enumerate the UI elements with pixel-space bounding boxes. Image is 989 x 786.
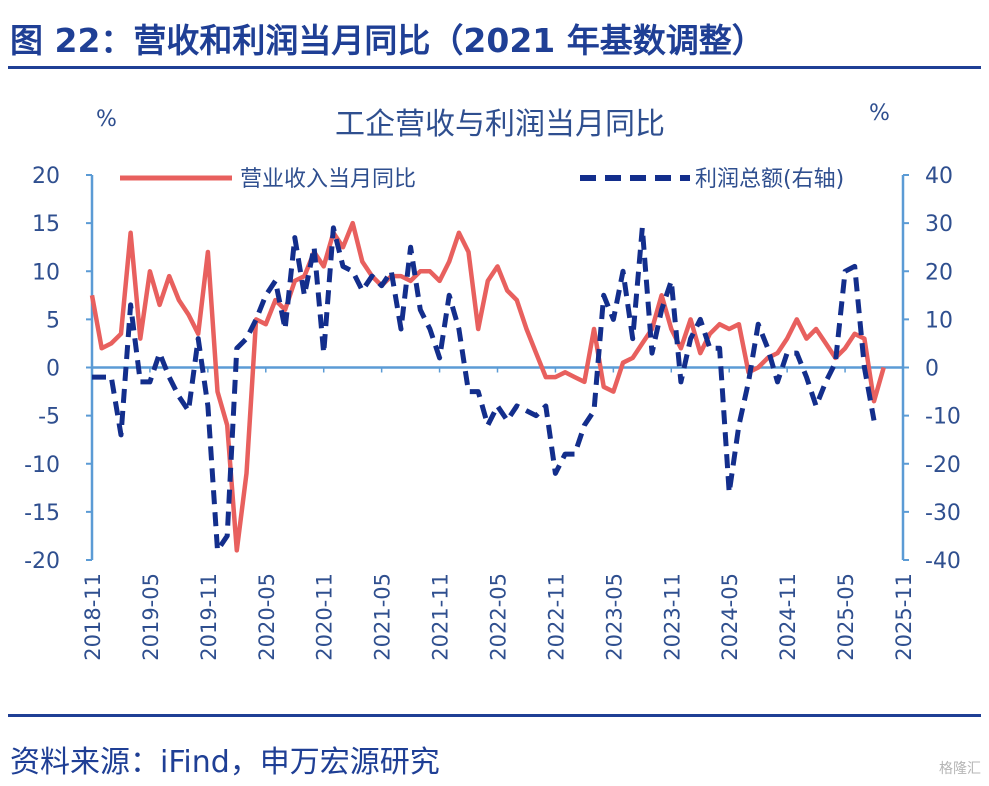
left-tick-label: 20 bbox=[32, 164, 60, 189]
left-tick-label: 10 bbox=[32, 260, 60, 285]
left-tick-label: 15 bbox=[32, 212, 60, 237]
x-tick-label: 2018-11 bbox=[81, 573, 105, 661]
x-tick-label: 2019-05 bbox=[139, 573, 163, 661]
chart: 工企营收与利润当月同比% % 20 15 10 5 0 -5 -10 -15 -20 40 30 20 10… bbox=[24, 101, 961, 661]
left-tick-label: -20 bbox=[24, 549, 60, 574]
x-tick-label: 2023-05 bbox=[602, 573, 626, 661]
right-tick-label: 10 bbox=[925, 308, 953, 333]
x-tick-label: 2024-05 bbox=[718, 573, 742, 661]
x-tick-label: 2020-11 bbox=[313, 573, 337, 661]
source-note: 资料来源：iFind，申万宏源研究 bbox=[10, 745, 440, 780]
x-tick-label: 2020-05 bbox=[255, 573, 279, 661]
x-tick-label: 2025-11 bbox=[892, 573, 916, 661]
right-tick-label: 30 bbox=[925, 212, 953, 237]
x-tick-label: 2023-11 bbox=[660, 573, 684, 661]
x-tick-label: 2021-05 bbox=[371, 573, 395, 661]
legend-profit-label: 利润总额(右轴) bbox=[695, 167, 844, 192]
right-tick-label: -10 bbox=[925, 405, 961, 430]
right-tick-label: -30 bbox=[925, 501, 961, 526]
right-tick-label: 40 bbox=[925, 164, 953, 189]
x-tick-label: 2019-11 bbox=[197, 573, 221, 661]
x-tick-label: 2022-05 bbox=[487, 573, 511, 661]
left-tick-label: 5 bbox=[46, 308, 60, 333]
title-underline bbox=[8, 66, 981, 69]
right-tick-label: 20 bbox=[925, 260, 953, 285]
x-tick-label: 2025-05 bbox=[834, 573, 858, 661]
figure-title: 图 22：营收和利润当月同比（2021 年基数调整） bbox=[10, 21, 765, 60]
left-tick-label: -15 bbox=[24, 501, 60, 526]
right-axis-unit: % bbox=[869, 101, 890, 126]
series-line-revenue bbox=[89, 220, 886, 553]
x-tick-label: 2024-11 bbox=[776, 573, 800, 661]
x-tick-label: 2021-11 bbox=[429, 573, 453, 661]
right-tick-label: 0 bbox=[925, 357, 939, 382]
series-line-profit bbox=[92, 225, 877, 553]
x-tick-label: 2022-11 bbox=[544, 573, 568, 661]
watermark: 格隆汇 bbox=[939, 761, 981, 777]
left-tick-label: -5 bbox=[38, 405, 60, 430]
right-tick-label: -40 bbox=[925, 549, 961, 574]
legend-revenue-label: 营业收入当月同比 bbox=[240, 167, 416, 192]
right-tick-label: -20 bbox=[925, 453, 961, 478]
source-divider bbox=[8, 714, 981, 717]
left-tick-label: -10 bbox=[24, 453, 60, 478]
left-axis-unit: % bbox=[96, 107, 117, 132]
left-tick-label: 0 bbox=[46, 357, 60, 382]
chart-title: 工企营收与利润当月同比 bbox=[335, 107, 665, 142]
